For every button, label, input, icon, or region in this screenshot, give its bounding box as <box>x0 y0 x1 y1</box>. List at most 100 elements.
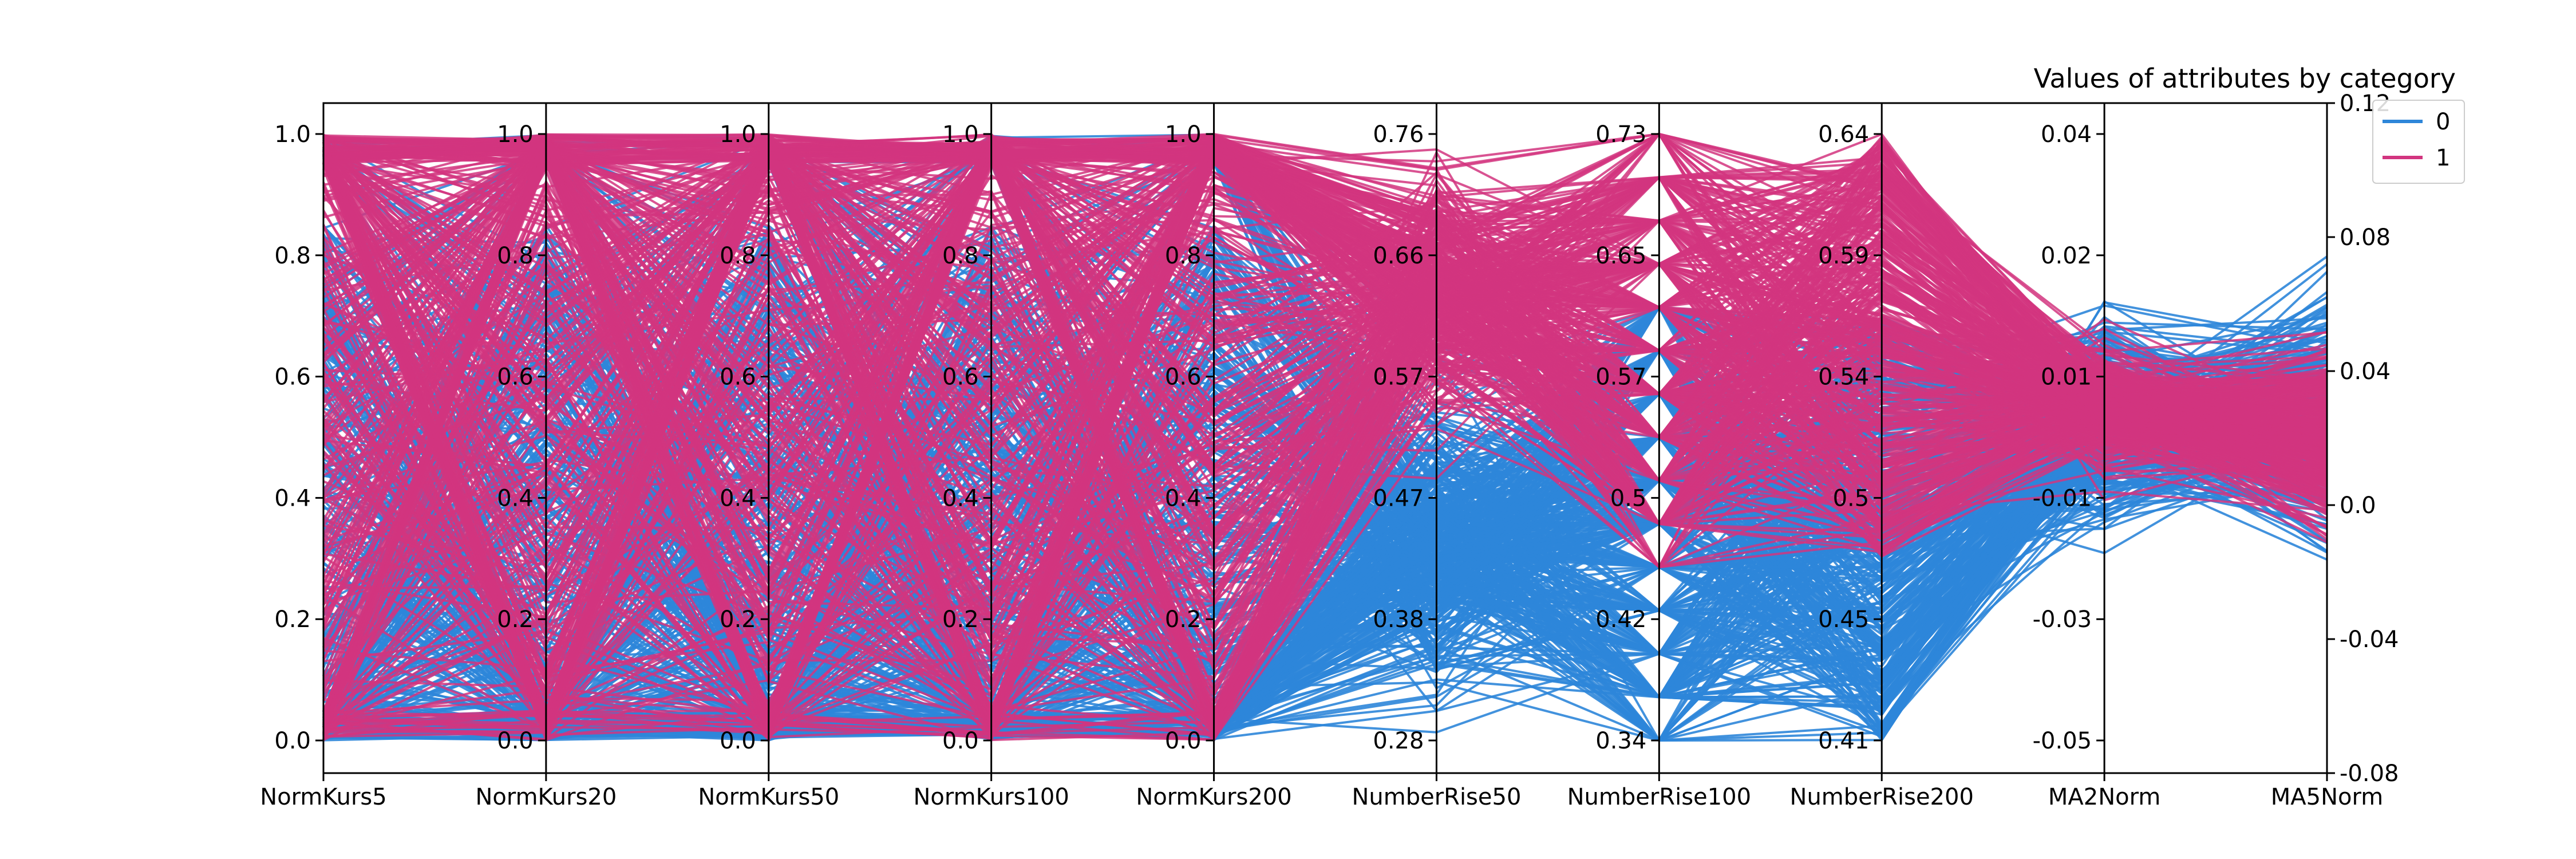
series-line <box>323 139 2328 738</box>
series-line <box>322 149 2328 602</box>
tick-label: 0.0 <box>497 728 534 754</box>
tick-label: 1.0 <box>274 121 311 148</box>
series-line <box>323 147 2328 737</box>
tick-label: 0.57 <box>1373 364 1424 391</box>
tick-label: 0.02 <box>2041 243 2092 269</box>
legend-label-1: 1 <box>2436 145 2450 171</box>
axis-name: NumberRise100 <box>1567 784 1751 810</box>
tick-label: 0.65 <box>1595 243 1646 269</box>
series-line <box>322 140 2328 500</box>
series-line <box>322 141 2328 726</box>
series-line <box>322 139 2328 739</box>
axis-name: MA2Norm <box>2048 784 2160 810</box>
series-line <box>322 132 2328 736</box>
tick-label: 0.6 <box>1165 364 1202 391</box>
series-line <box>323 138 2328 658</box>
tick-label: 0.6 <box>942 364 979 391</box>
series-line <box>322 142 2328 684</box>
series-line <box>322 133 2328 734</box>
tick-label: 0.6 <box>497 364 534 391</box>
tick-label: 1.0 <box>720 121 756 148</box>
series-line <box>323 144 2328 718</box>
series-line <box>323 153 2328 741</box>
series-line <box>323 133 2328 444</box>
series-1-lines <box>322 131 2328 743</box>
legend-box <box>2372 100 2465 184</box>
axis-name: NormKurs200 <box>1136 784 1291 810</box>
tick-label: 1.0 <box>942 121 979 148</box>
series-line <box>322 133 2328 535</box>
tick-label: 0.8 <box>942 243 979 269</box>
series-line <box>322 134 2328 555</box>
tick-label: 0.4 <box>497 485 534 511</box>
tick-label: 0.28 <box>1373 728 1424 754</box>
tick-label: 0.6 <box>720 364 756 391</box>
tick-label: 1.0 <box>497 121 534 148</box>
series-line <box>322 136 2328 711</box>
tick-label: 0.4 <box>274 485 311 511</box>
tick-label: 0.73 <box>1595 121 1646 148</box>
axis-name: NormKurs50 <box>698 784 839 810</box>
tick-label: -0.01 <box>2033 485 2092 511</box>
series-line <box>322 439 2328 730</box>
series-line <box>322 137 2328 662</box>
tick-label: 0.0 <box>720 728 756 754</box>
tick-label: 0.59 <box>1818 243 1869 269</box>
series-line <box>322 159 2328 596</box>
tick-label: 0.4 <box>720 485 756 511</box>
series-line <box>322 150 2328 710</box>
tick-label: 0.47 <box>1373 485 1424 511</box>
axis-name: NormKurs20 <box>475 784 617 810</box>
tick-label: 0.8 <box>274 243 311 269</box>
tick-label: 0.34 <box>1595 728 1646 754</box>
tick-label: 0.2 <box>720 606 756 633</box>
tick-label: 0.0 <box>942 728 979 754</box>
tick-label: -0.03 <box>2033 606 2092 633</box>
tick-label: 0.64 <box>1818 121 1869 148</box>
tick-label: 0.5 <box>1610 485 1647 511</box>
series-line <box>322 155 2328 729</box>
series-line <box>322 186 2328 702</box>
tick-label: 0.42 <box>1595 606 1646 633</box>
tick-label: 0.57 <box>1595 364 1646 391</box>
series-line <box>322 147 2328 677</box>
series-line <box>323 134 2328 457</box>
right-tick-label: -0.08 <box>2340 761 2399 787</box>
series-line <box>322 149 2328 739</box>
tick-label: 0.38 <box>1373 606 1424 633</box>
series-line <box>322 135 2328 740</box>
series-line <box>322 132 2328 593</box>
axis-name: NormKurs5 <box>260 784 386 810</box>
tick-label: 0.04 <box>2041 121 2092 148</box>
tick-label: -0.05 <box>2033 728 2092 754</box>
tick-label: 0.8 <box>497 243 534 269</box>
axes: NormKurs5 0.0 0.2 0.4 0.6 0.8 1.0 NormKurs20 0.0… <box>260 90 2399 810</box>
tick-label: 0.0 <box>1165 728 1202 754</box>
legend: 0 1 <box>2372 100 2465 184</box>
tick-label: 0.5 <box>1833 485 1870 511</box>
tick-label: 0.2 <box>274 606 311 633</box>
right-tick-label: 0.0 <box>2340 492 2376 519</box>
tick-label: 0.8 <box>720 243 756 269</box>
right-tick-label: 0.08 <box>2340 224 2391 251</box>
tick-label: 0.8 <box>1165 243 1202 269</box>
tick-label: 0.54 <box>1818 364 1869 391</box>
series-line <box>323 135 2328 685</box>
right-tick-label: 0.04 <box>2340 358 2391 385</box>
axis-name: MA5Norm <box>2271 784 2383 810</box>
axis-name: NumberRise200 <box>1790 784 1974 810</box>
series-line <box>322 133 2328 452</box>
chart-title: Values of attributes by category <box>2034 63 2456 94</box>
tick-label: 0.6 <box>274 364 311 391</box>
series-line <box>322 133 2328 718</box>
series-line <box>323 148 2328 541</box>
axis-name: NormKurs100 <box>914 784 1069 810</box>
tick-label: 0.4 <box>942 485 979 511</box>
tick-label: 0.66 <box>1373 243 1424 269</box>
tick-label: 0.2 <box>497 606 534 633</box>
tick-label: 0.2 <box>1165 606 1202 633</box>
legend-label-0: 0 <box>2436 109 2450 135</box>
tick-label: 0.0 <box>274 728 311 754</box>
series-line <box>322 158 2328 533</box>
